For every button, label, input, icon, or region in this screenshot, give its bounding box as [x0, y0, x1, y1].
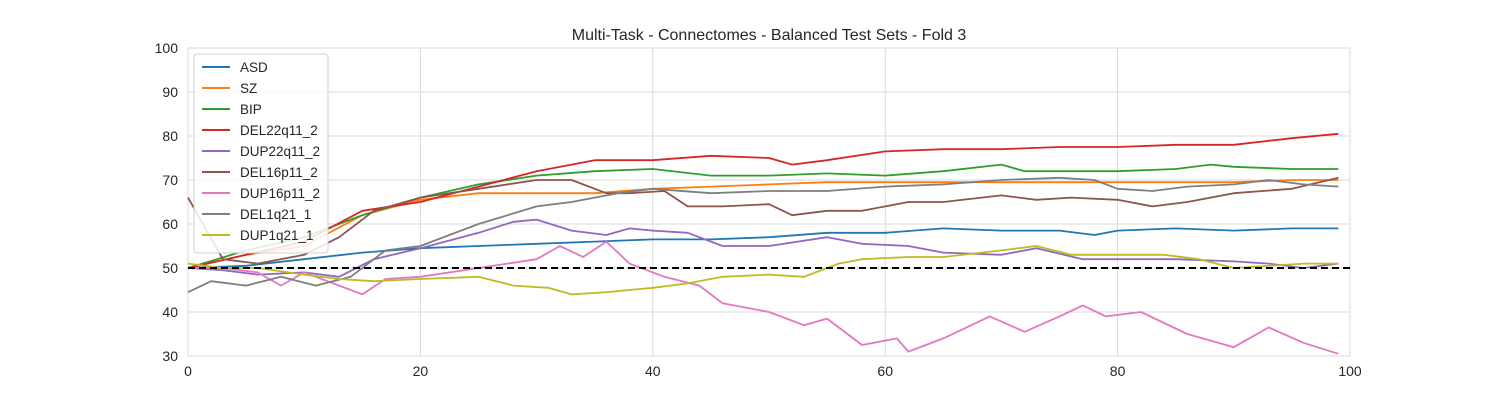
y-tick-label: 100	[155, 40, 179, 56]
y-tick-label: 80	[162, 128, 178, 144]
y-tick-label: 90	[162, 84, 178, 100]
legend-label: DEL1q21_1	[240, 207, 311, 222]
series-line-dup1q21-1	[187, 245, 1339, 296]
x-tick-label: 20	[413, 363, 429, 379]
x-tick-label: 80	[1110, 363, 1126, 379]
y-tick-label: 70	[162, 172, 178, 188]
x-tick-label: 60	[877, 363, 893, 379]
y-tick-label: 50	[162, 260, 178, 276]
axis-tick-labels: 0 20 40 60 80 100 30 40 50 60 70 80 90 100	[155, 40, 1362, 379]
legend-label: ASD	[240, 60, 268, 75]
plot-border	[187, 47, 1351, 357]
legend: ASD SZ BIP DEL22q11_2 DUP22q11_2 DEL16p11_2 DU…	[193, 53, 329, 254]
legend-label: DUP16p11_2	[240, 186, 320, 201]
legend-label: DEL16p11_2	[240, 165, 318, 180]
x-tick-label: 100	[1338, 363, 1362, 379]
grid-lines	[187, 47, 1351, 357]
legend-label: BIP	[240, 102, 262, 117]
legend-label: DUP22q11_2	[240, 144, 320, 159]
chart-title: Multi-Task - Connectomes - Balanced Test…	[572, 27, 967, 44]
legend-label: DUP1q21_1	[240, 228, 314, 243]
series-line-del1q21-1	[187, 176, 1339, 294]
legend-label: SZ	[240, 81, 257, 96]
x-tick-label: 0	[184, 363, 192, 379]
series-line-dup22q11-2	[187, 218, 1339, 278]
y-tick-label: 60	[162, 216, 178, 232]
series-line-dup16p11-2	[188, 240, 1339, 355]
x-tick-label: 40	[645, 363, 661, 379]
legend-box	[193, 53, 329, 254]
series-line-del16p11-2	[187, 176, 1339, 265]
legend-label: DEL22q11_2	[240, 123, 318, 138]
series-layer	[187, 132, 1339, 355]
y-tick-label: 40	[162, 304, 178, 320]
y-tick-label: 30	[162, 348, 178, 364]
plot-area	[188, 48, 1350, 356]
